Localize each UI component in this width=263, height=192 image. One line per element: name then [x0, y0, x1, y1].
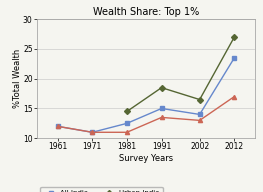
Rural-India	[91, 131, 94, 133]
Urban India	[233, 36, 236, 38]
Urban India	[160, 86, 163, 89]
Urban India	[198, 98, 201, 101]
Y-axis label: %Total Wealth: %Total Wealth	[13, 49, 22, 108]
X-axis label: Survey Years: Survey Years	[119, 154, 173, 163]
Line: All India: All India	[55, 56, 236, 134]
Rural-India	[125, 131, 129, 133]
All India	[198, 113, 201, 116]
All India	[160, 107, 163, 110]
Legend: All India, Rural-India, Urban India: All India, Rural-India, Urban India	[40, 187, 163, 192]
All India	[125, 122, 129, 124]
Rural-India	[198, 119, 201, 122]
Title: Wealth Share: Top 1%: Wealth Share: Top 1%	[93, 7, 199, 17]
All India	[233, 57, 236, 59]
Rural-India	[233, 95, 236, 98]
Urban India	[125, 110, 129, 113]
All India	[91, 131, 94, 133]
Rural-India	[160, 116, 163, 118]
All India	[56, 125, 59, 127]
Rural-India	[56, 125, 59, 127]
Line: Urban India: Urban India	[125, 35, 236, 113]
Line: Rural-India: Rural-India	[55, 94, 236, 134]
